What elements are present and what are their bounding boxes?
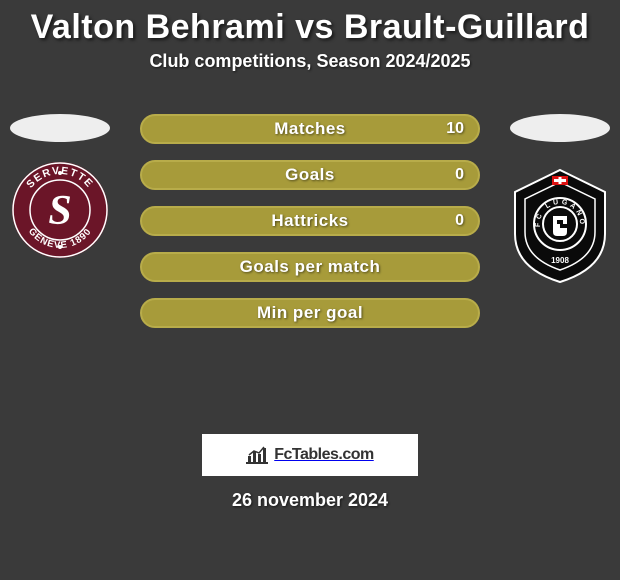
stat-row-goals-per-match: Goals per match	[140, 252, 480, 282]
comparison-content: SERVETTE GENEVE 1890 S FC LUGANO 190	[0, 90, 620, 430]
stat-label: Matches	[274, 119, 346, 139]
date-label: 26 november 2024	[0, 490, 620, 511]
stat-right-value: 0	[455, 166, 464, 184]
stat-label: Goals	[285, 165, 335, 185]
stat-right-value: 0	[455, 212, 464, 230]
stat-label: Goals per match	[240, 257, 381, 277]
servette-badge: SERVETTE GENEVE 1890 S	[10, 160, 110, 260]
bar-chart-icon	[246, 446, 268, 464]
svg-text:S: S	[48, 188, 71, 234]
stat-row-goals: Goals 0	[140, 160, 480, 190]
left-player-avatar	[10, 114, 110, 142]
stat-row-min-per-goal: Min per goal	[140, 298, 480, 328]
page-subtitle: Club competitions, Season 2024/2025	[0, 51, 620, 90]
fctables-link[interactable]: FcTables.com	[202, 434, 418, 476]
stat-rows: Matches 10 Goals 0 Hattricks 0 Goals per…	[140, 114, 480, 344]
left-player-area: SERVETTE GENEVE 1890 S	[0, 90, 120, 260]
lugano-badge: FC LUGANO 1908	[505, 166, 615, 286]
right-player-area: FC LUGANO 1908	[500, 90, 620, 286]
fctables-label: FcTables.com	[274, 446, 374, 464]
stat-label: Min per goal	[257, 303, 363, 323]
svg-text:1908: 1908	[551, 256, 569, 265]
stat-label: Hattricks	[271, 211, 348, 231]
page-title: Valton Behrami vs Brault-Guillard	[0, 0, 620, 51]
stat-right-value: 10	[446, 120, 464, 138]
stat-row-matches: Matches 10	[140, 114, 480, 144]
stat-row-hattricks: Hattricks 0	[140, 206, 480, 236]
right-player-avatar	[510, 114, 610, 142]
